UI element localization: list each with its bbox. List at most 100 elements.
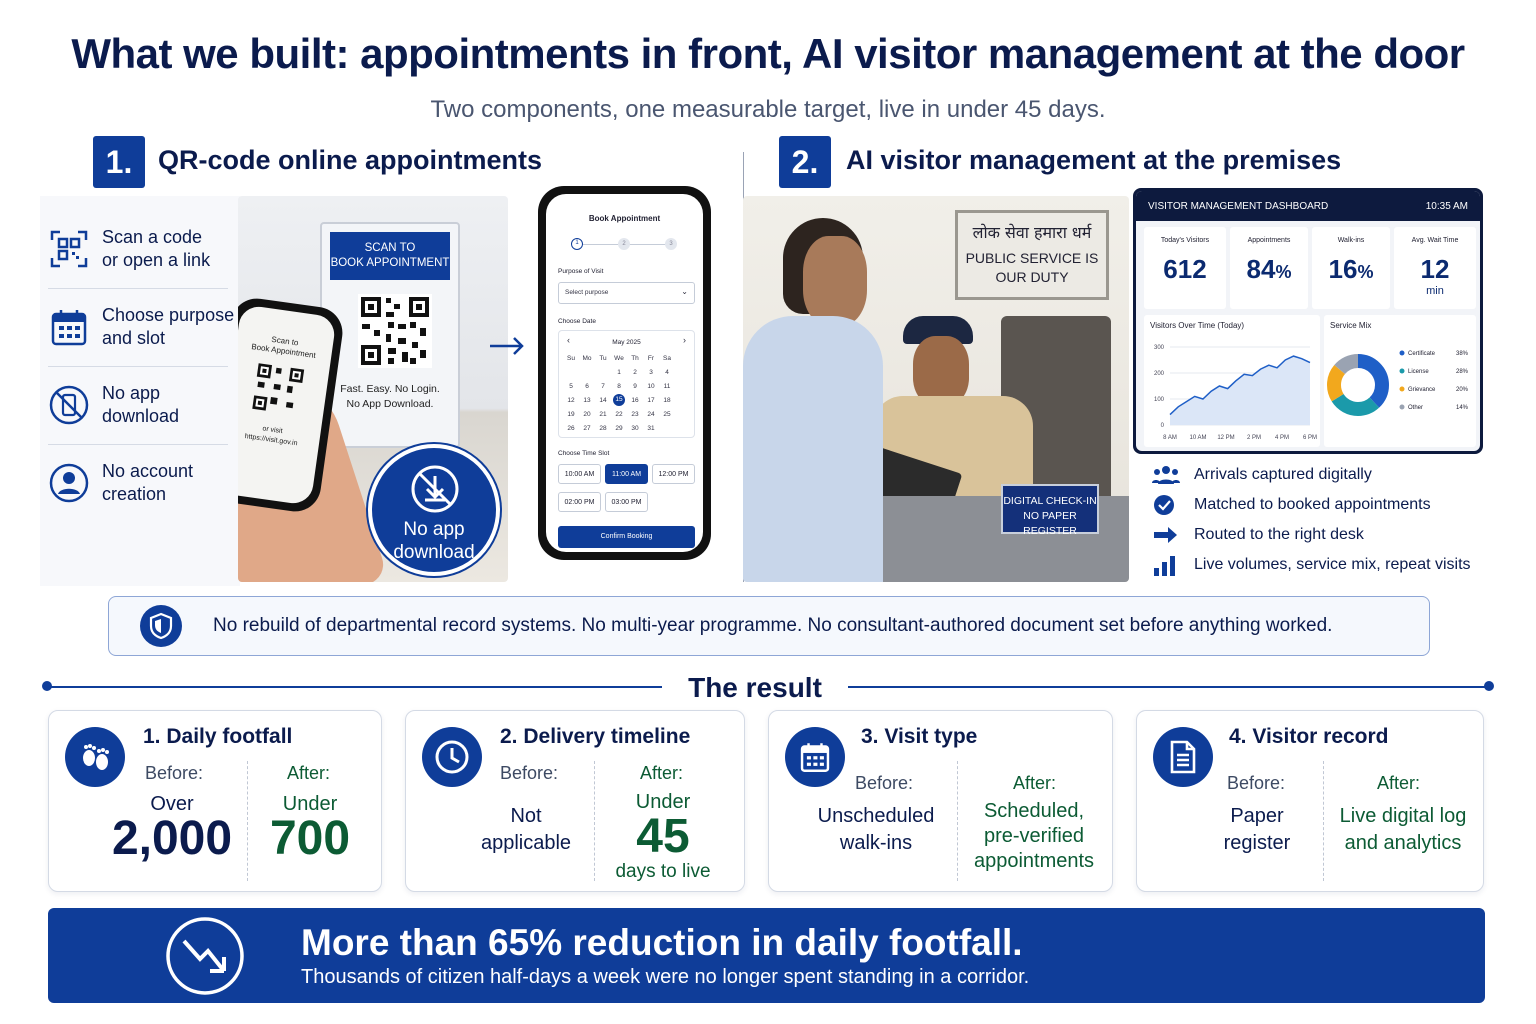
hand-phone-title: Scan to Book Appointment (238, 330, 333, 363)
calendar-day[interactable]: 20 (583, 410, 591, 418)
calendar-day[interactable]: 25 (663, 410, 671, 418)
page-title: What we built: appointments in front, AI… (71, 30, 1465, 77)
card-1-after-line1: Under (282, 793, 338, 815)
card-1-before-value: 2,000 (111, 812, 233, 865)
user-icon (49, 463, 89, 503)
kpi-label: Avg. Wait Time (1411, 237, 1459, 244)
calendar-day[interactable]: 13 (583, 396, 591, 404)
bullet-matched-text: Matched to booked appointments (1194, 496, 1431, 513)
calendar-day[interactable]: 27 (583, 424, 591, 432)
calendar-day[interactable]: 26 (567, 424, 575, 432)
calendar-day[interactable]: 30 (631, 424, 639, 432)
calendar-icon (785, 727, 845, 787)
feature-divider (48, 444, 228, 445)
bar-chart-icon (1154, 556, 1175, 576)
calendar-day[interactable]: 9 (633, 382, 637, 390)
step-1[interactable]: 1 (571, 238, 583, 250)
calendar-day[interactable]: 2 (633, 368, 637, 376)
confirm-booking-button[interactable]: Confirm Booking (558, 526, 695, 548)
step-3[interactable]: 3 (665, 238, 677, 250)
card-1-after-label: After: (287, 763, 331, 783)
time-slot[interactable]: 12:00 PM (652, 464, 695, 484)
step-2[interactable]: 2 (618, 238, 630, 250)
calendar-day[interactable]: 28 (599, 424, 607, 432)
calendar-day[interactable]: 11 (663, 382, 671, 390)
no-download-icon (411, 465, 459, 513)
weekday-label: Su (567, 354, 575, 362)
calendar-day[interactable]: 17 (647, 396, 655, 404)
time-slot[interactable]: 03:00 PM (605, 492, 648, 512)
calendar-day[interactable]: 3 (649, 368, 653, 376)
card-4-after-label: After: (1377, 773, 1421, 793)
section-1-number: 1. (93, 136, 145, 188)
qr-stand-line2: BOOK APPOINTMENT (330, 257, 450, 269)
kpi-unit: % (1357, 262, 1374, 282)
bullet-routed: Routed to the right desk (1152, 524, 1364, 546)
calendar-day[interactable]: 4 (665, 368, 669, 376)
calendar: ‹ May 2025 › Su Mo Tu We Th Fr Sa 1 2 3 4 5 6 7 8 9 10 11… (558, 330, 695, 438)
calendar-day[interactable]: 15 (611, 393, 627, 407)
card-3-after-line3: appointments (973, 850, 1095, 872)
legend-value: 14% (1456, 405, 1469, 411)
bullet-live: Live volumes, service mix, repeat visits (1152, 554, 1471, 576)
calendar-day[interactable]: 10 (647, 382, 655, 390)
qr-stand: SCAN TO BOOK APPOINTMENT Fast. Easy. No … (320, 222, 460, 448)
y-tick-label: 100 (1154, 397, 1165, 403)
calendar-day[interactable]: 22 (615, 410, 623, 418)
calendar-day[interactable]: 19 (567, 410, 575, 418)
qr-stand-header: SCAN TO BOOK APPOINTMENT (330, 232, 450, 280)
legend-value: 28% (1456, 369, 1469, 375)
purpose-select[interactable]: Select purpose ⌄ (558, 282, 695, 304)
arrow-right-icon (490, 337, 524, 355)
time-slot[interactable]: 02:00 PM (558, 492, 601, 512)
card-1-before-label: Before: (145, 763, 204, 783)
section-2-heading: AI visitor management at the premises (846, 145, 1342, 175)
hand-phone-visit: or visit https://visit.gov.in (238, 419, 321, 452)
calendar-day[interactable]: 18 (663, 396, 671, 404)
section-2-number: 2. (779, 136, 831, 188)
feature-divider (48, 288, 228, 289)
calendar-prev-icon[interactable]: ‹ (567, 335, 570, 345)
feature-no-account-line2: creation (102, 484, 167, 504)
calendar-day[interactable]: 31 (647, 424, 655, 432)
calendar-day[interactable]: 29 (615, 424, 623, 432)
calendar-day[interactable]: 8 (617, 382, 621, 390)
card-1-before-line1: Over (150, 793, 194, 815)
calendar-day[interactable]: 24 (647, 410, 655, 418)
wall-sign-line2: OUR DUTY (995, 269, 1069, 285)
check-circle-icon (1154, 495, 1174, 515)
card-2-before-label: Before: (500, 763, 559, 783)
calendar-day[interactable]: 21 (599, 410, 607, 418)
trend-down-icon (166, 917, 244, 995)
scope-note-text: No rebuild of departmental record system… (213, 615, 1333, 636)
selected-day[interactable]: 15 (613, 394, 625, 406)
result-rule-right (848, 686, 1490, 688)
x-tick-label: 4 PM (1275, 435, 1289, 441)
calendar-day[interactable]: 23 (631, 410, 639, 418)
page-subtitle: Two components, one measurable target, l… (430, 96, 1106, 123)
calendar-day[interactable]: 7 (601, 382, 605, 390)
card-2-title: 2. Delivery timeline (500, 725, 691, 748)
time-slot[interactable]: 10:00 AM (558, 464, 601, 484)
x-tick-label: 8 AM (1163, 435, 1177, 441)
visitors-line-chart: Visitors Over Time (Today) 300 200 100 0 8 A… (1144, 315, 1320, 447)
calendar-day[interactable]: 1 (617, 368, 621, 376)
calendar-next-icon[interactable]: › (683, 335, 686, 345)
clock-icon (422, 727, 482, 787)
result-card-footfall: 1. Daily footfall Before: After: Over 2,… (48, 710, 382, 892)
legend-value: 38% (1456, 351, 1469, 357)
time-slot[interactable]: 11:00 AM (605, 464, 648, 484)
calendar-day[interactable]: 5 (569, 382, 573, 390)
result-heading: The result (688, 672, 822, 703)
no-app-badge-line2: download (393, 542, 475, 563)
card-3-before-label: Before: (855, 773, 914, 793)
calendar-day[interactable]: 12 (567, 396, 575, 404)
time-label: Choose Time Slot (558, 450, 610, 457)
calendar-day[interactable]: 14 (599, 396, 607, 404)
feature-divider (48, 366, 228, 367)
card-2-before-line2: applicable (480, 832, 572, 854)
calendar-day[interactable]: 16 (631, 396, 639, 404)
x-tick-label: 12 PM (1217, 435, 1234, 441)
legend-swatch (1399, 404, 1405, 410)
calendar-day[interactable]: 6 (585, 382, 589, 390)
